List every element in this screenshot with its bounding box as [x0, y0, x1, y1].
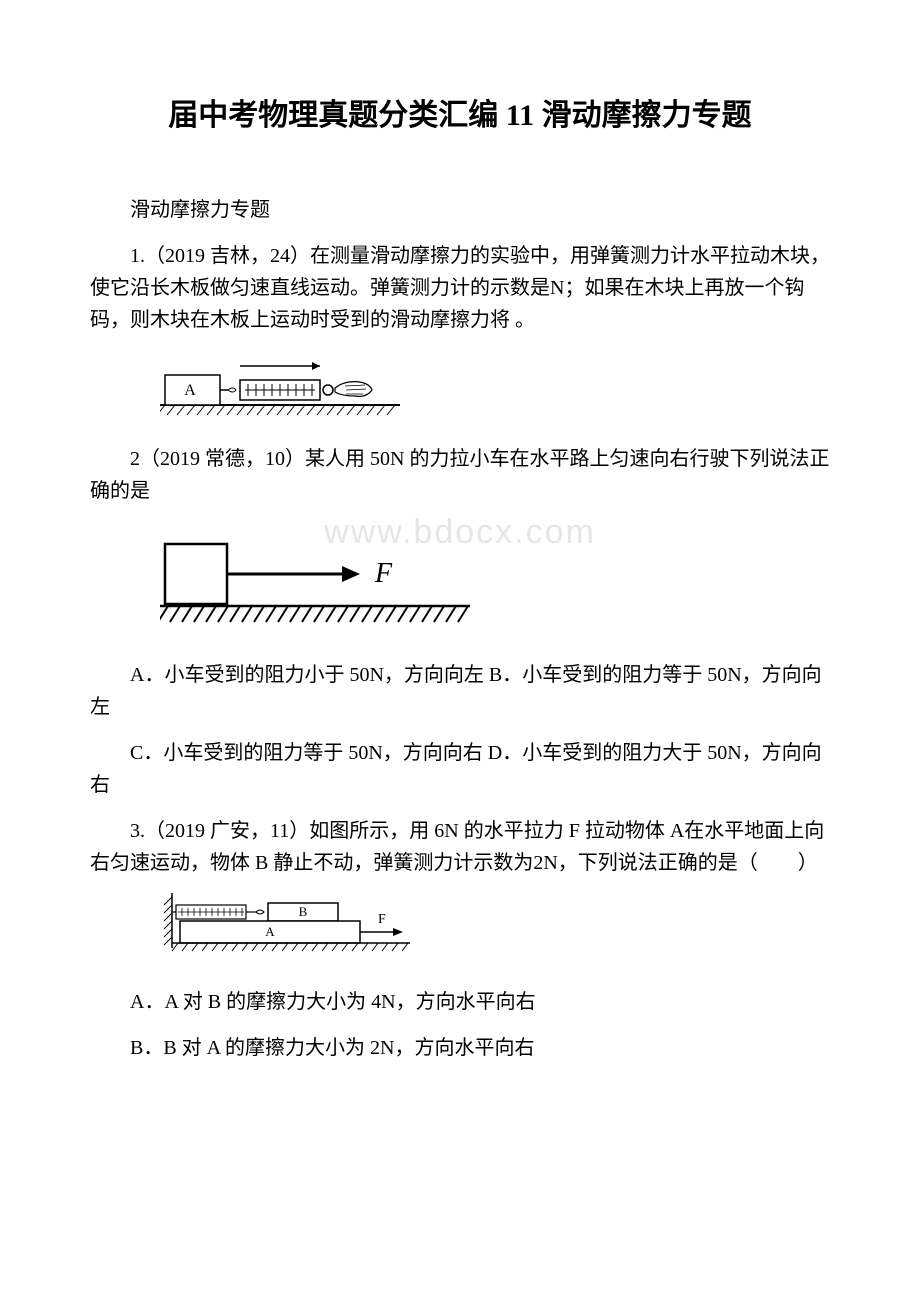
surface-hatch [160, 405, 395, 415]
motion-arrow-head [312, 362, 320, 370]
question-3-text: 3.（2019 广安，11）如图所示，用 6N 的水平拉力 F 拉动物体 A在水… [90, 815, 830, 879]
question-2-option-cd: C．小车受到的阻力等于 50N，方向向右 D．小车受到的阻力大于 50N，方向向… [90, 737, 830, 801]
spring-scale-ticks [245, 384, 315, 396]
cart-block [165, 544, 227, 604]
force-arrow-head [342, 566, 360, 582]
question-2-option-ab: A．小车受到的阻力小于 50N，方向向左 B．小车受到的阻力等于 50N，方向向… [90, 659, 830, 723]
figure-2: F [160, 536, 830, 641]
figure-1: A [160, 350, 830, 425]
figure-3-svg: B A F [160, 893, 430, 963]
block-a-3-label: A [265, 924, 275, 939]
figure-2-svg: F [160, 536, 470, 636]
surface-hatch-2 [160, 606, 468, 622]
scale-ring [323, 385, 333, 395]
figure-3: B A F [160, 893, 830, 968]
force-label: F [374, 558, 393, 589]
block-b-label: B [299, 904, 308, 919]
question-3-option-b: B．B 对 A 的摩擦力大小为 2N，方向水平向右 [90, 1032, 830, 1064]
page-title: 届中考物理真题分类汇编 11 滑动摩擦力专题 [90, 90, 830, 134]
hook-loop-3 [256, 910, 264, 914]
hook-loop [228, 388, 236, 392]
figure-1-svg: A [160, 350, 400, 420]
force-label-3: F [378, 912, 386, 927]
surface-hatch-3 [172, 943, 408, 951]
subtitle: 滑动摩擦力专题 [90, 194, 830, 226]
question-2-text: 2（2019 常德，10）某人用 50N 的力拉小车在水平路上匀速向右行驶下列说… [90, 443, 830, 507]
question-1-text: 1.（2019 吉林，24）在测量滑动摩擦力的实验中，用弹簧测力计水平拉动木块，… [90, 240, 830, 336]
block-a-label: A [184, 382, 196, 399]
question-3-option-a: A．A 对 B 的摩擦力大小为 4N，方向水平向右 [90, 986, 830, 1018]
hand-fingers [345, 385, 366, 394]
force-arrow-3-head [393, 928, 403, 936]
wall-hatch [164, 897, 172, 945]
document-page: 届中考物理真题分类汇编 11 滑动摩擦力专题 滑动摩擦力专题 1.（2019 吉… [0, 0, 920, 1138]
